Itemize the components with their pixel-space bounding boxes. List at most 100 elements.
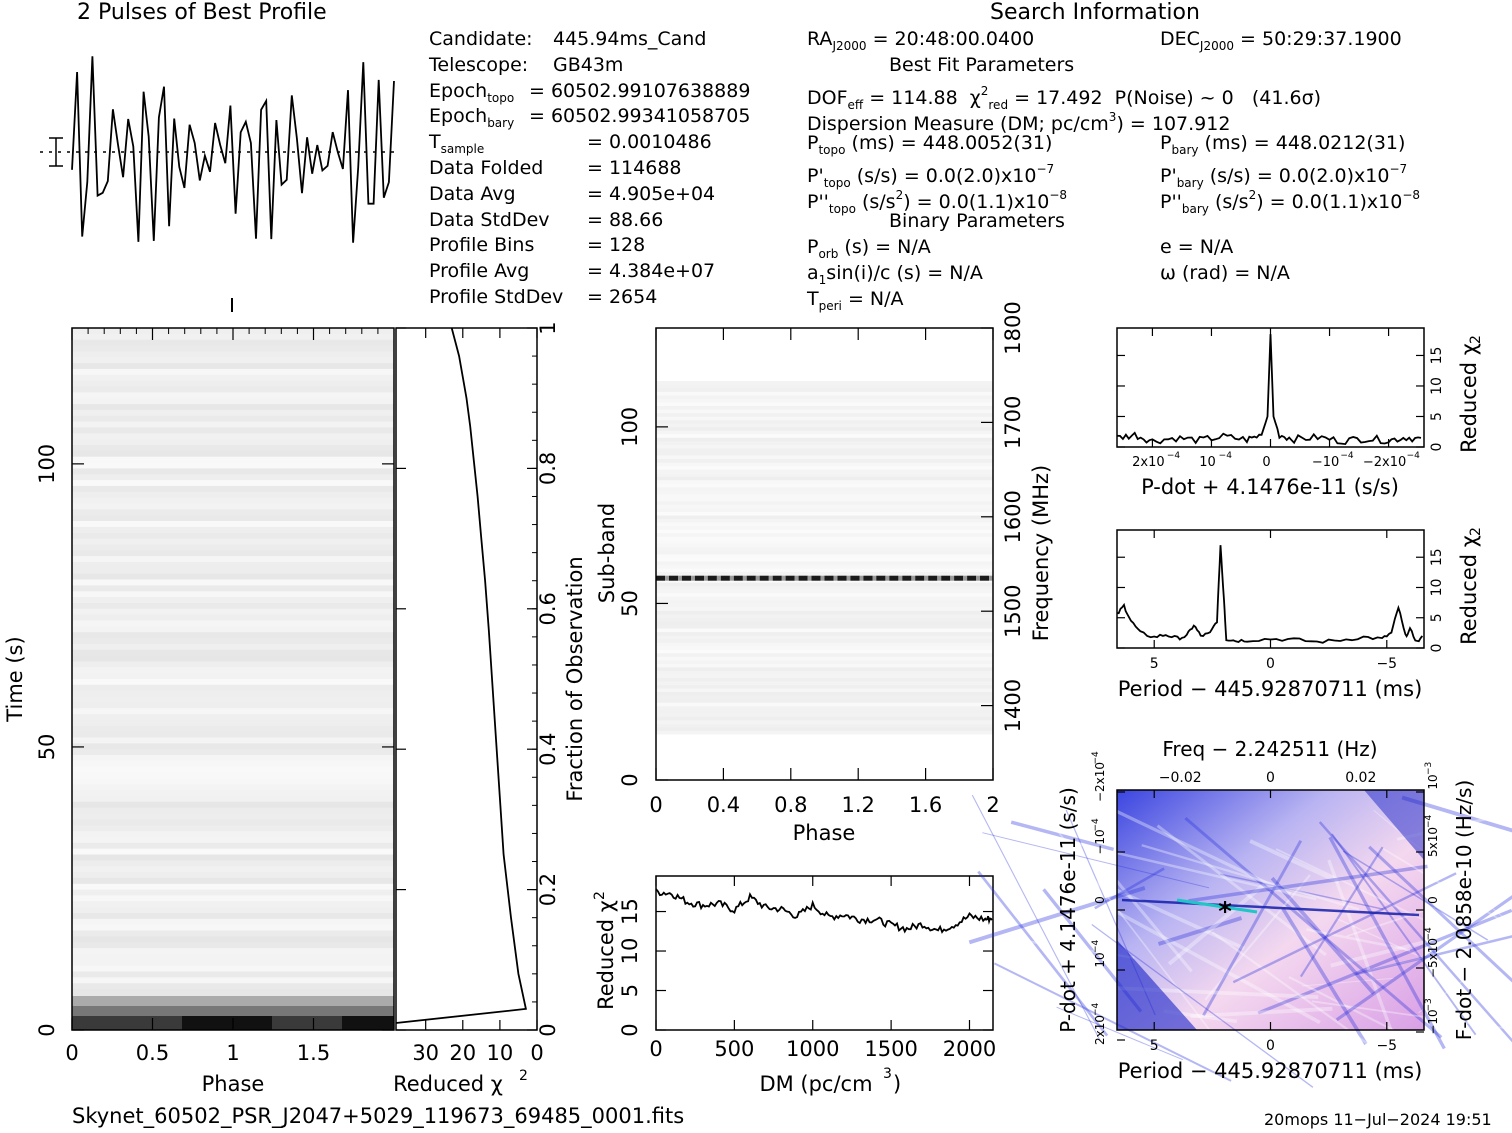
time-row (72, 409, 394, 417)
x-tick-label: 10 (1199, 455, 1216, 470)
heatmap-streak (1330, 918, 1512, 968)
subband-bright-gap (820, 575, 825, 581)
subband-row (656, 490, 993, 495)
time-row (72, 567, 394, 575)
heatmap-streak (1202, 839, 1303, 1017)
subband-bright-gap (742, 575, 747, 581)
subband-row (656, 479, 993, 484)
subband-row (656, 483, 993, 488)
time-row (72, 538, 394, 545)
subband-bright-segment (928, 575, 938, 581)
time-row (72, 562, 394, 569)
subband-row (656, 416, 993, 421)
time-row (72, 796, 394, 803)
time-row (72, 404, 394, 411)
subband-row (656, 423, 993, 428)
subband-bright-gap (898, 575, 903, 581)
time-row (72, 702, 394, 709)
heatmap-ridge (1121, 898, 1420, 917)
y2-tick-label: 1700 (1001, 396, 1025, 449)
subband-row (656, 465, 993, 470)
time-row (72, 591, 394, 598)
subband-row (656, 585, 993, 590)
x-axis-label: Reduced χ (393, 1072, 503, 1096)
subband-bright-gap (678, 575, 682, 581)
y-tick-label: 100 (35, 444, 59, 484)
subband-row (656, 539, 993, 544)
heatmap-streak (1010, 937, 1135, 960)
subband-row (656, 476, 993, 481)
subband-bright-segment (720, 575, 730, 581)
time-row (72, 953, 394, 961)
time-row (72, 626, 394, 633)
subband-bright-gap (794, 575, 799, 581)
time-row (72, 895, 394, 902)
heatmap-streak (1342, 850, 1489, 941)
x-tick-label: 20 (449, 1041, 476, 1065)
subband-row (656, 624, 993, 629)
subband-row (656, 381, 993, 385)
subband-row (656, 433, 993, 438)
info-label: Profile Bins (429, 234, 535, 257)
time-row (72, 573, 394, 580)
info-row: Epochtopo = 60502.99107638889 (429, 78, 750, 105)
time-row (72, 363, 394, 370)
y-axis-label: Reduced χ (1457, 343, 1481, 453)
subband-row (656, 720, 993, 724)
time-row (72, 667, 394, 674)
time-row (72, 942, 394, 949)
x-tick-label: 2 (986, 793, 999, 817)
subband-row (656, 391, 993, 396)
y-tick-label: 0 (1429, 644, 1445, 653)
subband-bright-gap (807, 575, 812, 581)
y-tick-exp: −4 (1091, 818, 1101, 832)
time-row (72, 526, 394, 534)
heatmap-streak (1301, 977, 1394, 987)
subband-bright-gap (924, 575, 929, 581)
subband-bright-gap (833, 575, 838, 581)
heatmap-streak (1070, 885, 1321, 1025)
time-row (72, 860, 394, 867)
time-row (72, 491, 394, 499)
subband-bright-gap (911, 575, 916, 581)
time-row (72, 930, 394, 937)
time-row (72, 907, 394, 914)
time-row (72, 749, 394, 756)
heatmap-streak (1010, 820, 1115, 852)
x-axis-label-close: ) (893, 1072, 901, 1096)
heatmap-streak (1190, 1006, 1333, 1019)
x-tick-label: 0.8 (774, 793, 807, 817)
time-row (72, 503, 394, 510)
heatmap-streak (993, 962, 1232, 1082)
x-tick-label: 0 (1262, 455, 1270, 470)
heatmap-streak (1094, 867, 1165, 910)
y-axis-label-sup: 2 (1468, 335, 1484, 344)
time-row (72, 725, 394, 733)
subband-row (656, 469, 993, 474)
y2-tick-exp: −4 (1424, 814, 1434, 828)
info-row: Profile StdDev = 2654 (429, 284, 750, 310)
pdot-topo-line: P'topo (s/s) = 0.0(2.0)x10−7 (807, 162, 1055, 190)
subband-bright-gap (937, 575, 942, 581)
y-tick-label: 10 (1429, 377, 1445, 395)
top-tick-label: 0 (1266, 770, 1275, 786)
time-row (72, 509, 394, 516)
subband-row (656, 518, 993, 523)
heatmap-streak (971, 794, 1101, 1042)
time-band-light (72, 996, 394, 1006)
subband-row (656, 614, 993, 618)
subband-bright-segment (707, 575, 717, 581)
time-row (72, 380, 394, 387)
y-tick-label: 10 (1093, 952, 1107, 967)
y-tick-label: 1 (536, 321, 560, 334)
y-tick-label: −10 (1093, 829, 1107, 854)
y-tick-label: 10 (1429, 579, 1445, 597)
heatmap-streak (1141, 844, 1360, 911)
time-row (72, 521, 394, 528)
subband-bright-gap (885, 575, 890, 581)
heatmap-corner (1117, 940, 1197, 1030)
subband-row (656, 695, 993, 700)
heatmap-title: Freq − 2.242511 (Hz) (1162, 737, 1377, 761)
subband-row (656, 677, 993, 682)
y-axis-label: Reduced χ (594, 900, 618, 1010)
